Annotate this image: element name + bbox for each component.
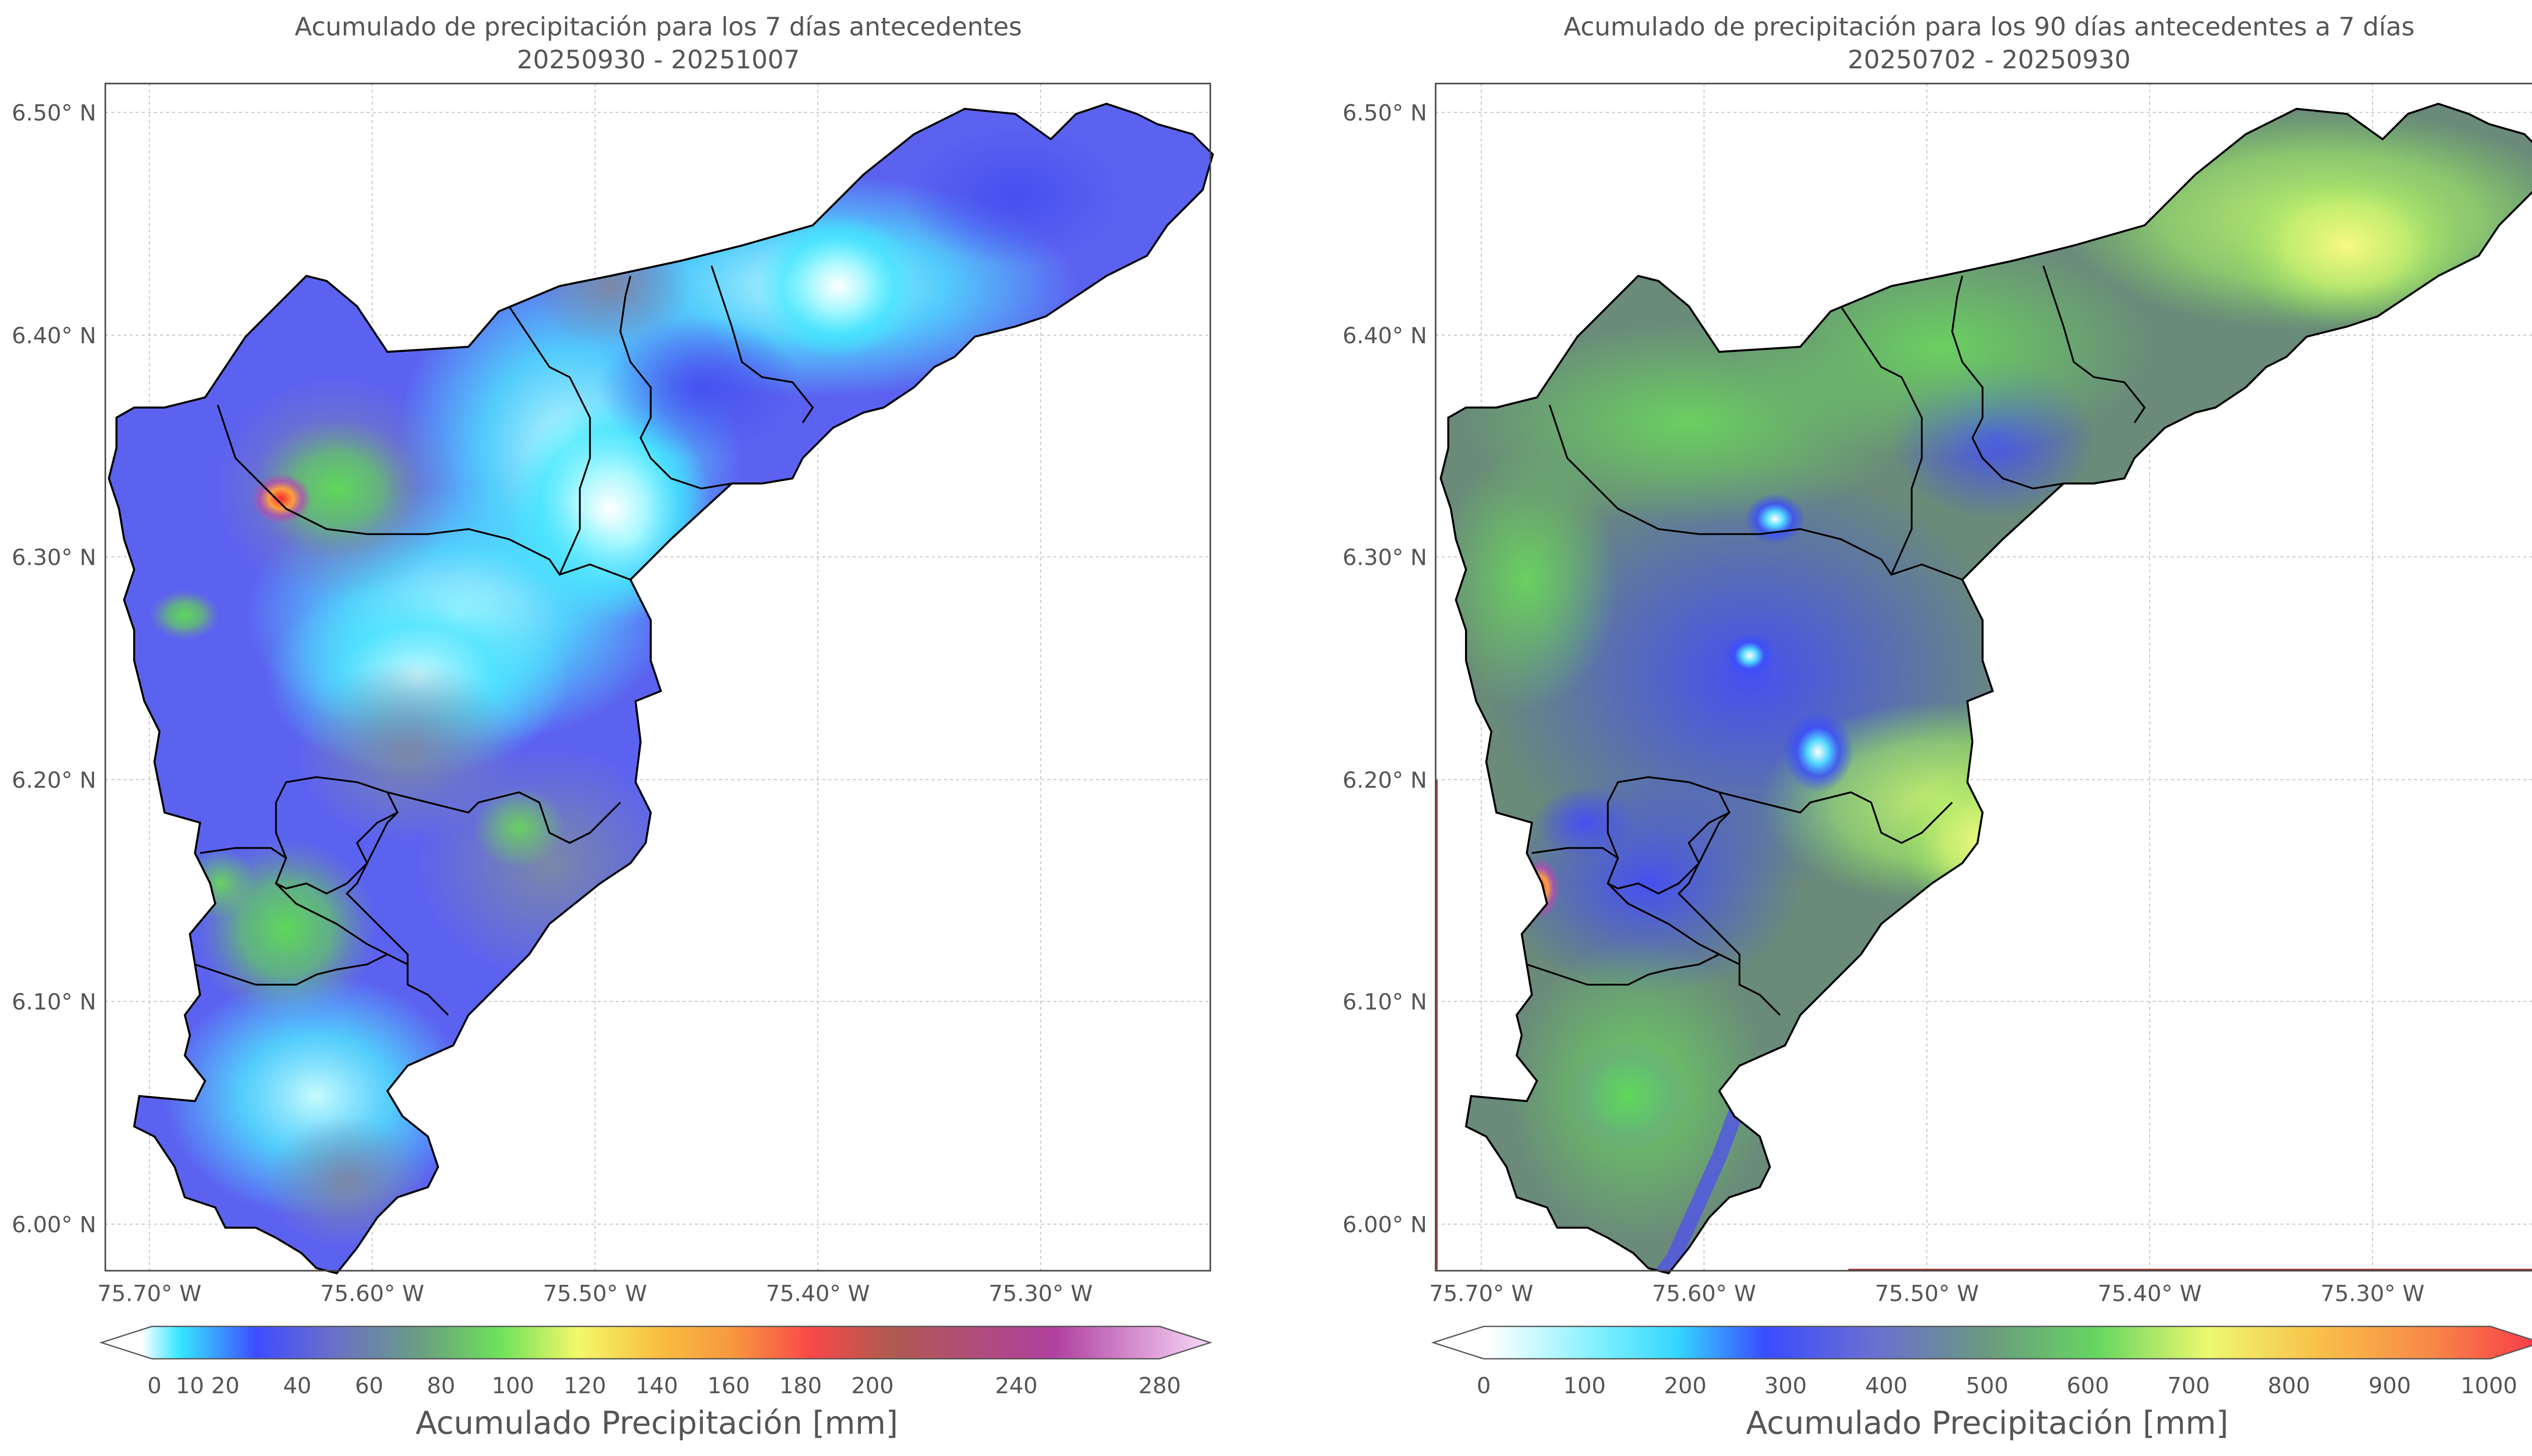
- panel1-cbar-tick: 180: [779, 1373, 822, 1399]
- panel2-ytick: 6.30° N: [1342, 545, 1427, 571]
- panel2-cbar-label: Acumulado Precipitación [mm]: [1746, 1404, 2229, 1441]
- panel1-y-axis: 6.50° N 6.40° N 6.30° N 6.20° N 6.10° N …: [12, 100, 96, 1238]
- panel1-ytick: 6.00° N: [12, 1212, 96, 1238]
- panel1-cbar-tick: 100: [492, 1373, 534, 1399]
- panel2-colorbar: 0 100 200 300 400 500 600 700 800 900 10…: [1431, 1325, 2532, 1441]
- panel1-frame: [104, 83, 1211, 1272]
- panel2-cbar-tick: 900: [2368, 1373, 2411, 1399]
- panel2-cbar-tick: 300: [1764, 1373, 1807, 1399]
- panel1-cbar-tick: 60: [355, 1373, 383, 1399]
- panel1-xtick: 75.40° W: [766, 1281, 869, 1307]
- panel2-precip-field: [1440, 103, 2532, 1274]
- panel1-cbar-tick: 160: [707, 1373, 750, 1399]
- panel2-cbar-tick: 0: [1477, 1373, 1491, 1399]
- panel2-ytick: 6.00° N: [1342, 1212, 1427, 1238]
- panel1-cbar-tick: 0: [147, 1373, 162, 1399]
- panel-90-day: Acumulado de precipitación para los 90 d…: [1342, 12, 2532, 1441]
- panel2-xtick: 75.40° W: [2098, 1281, 2201, 1307]
- panel2-x-axis: 75.70° W 75.60° W 75.50° W 75.40° W 75.3…: [1429, 1281, 2424, 1307]
- panel1-ytick: 6.30° N: [12, 545, 96, 571]
- panel1-precip-field: [108, 103, 1214, 1274]
- panel2-xtick: 75.60° W: [1652, 1281, 1756, 1307]
- panel1-ytick: 6.20° N: [12, 767, 96, 793]
- panel1-x-axis: 75.70° W 75.60° W 75.50° W 75.40° W 75.3…: [97, 1281, 1092, 1307]
- panel2-xtick: 75.70° W: [1429, 1281, 1533, 1307]
- panel1-xtick: 75.60° W: [320, 1281, 424, 1307]
- panel2-title-line2: 20250702 - 20250930: [1848, 45, 2131, 74]
- panel1-cbar-label: Acumulado Precipitación [mm]: [416, 1404, 898, 1441]
- panel2-ytick: 6.10° N: [1342, 989, 1427, 1015]
- panel1-cbar-tick: 240: [995, 1373, 1038, 1399]
- panel2-ytick: 6.50° N: [1342, 100, 1427, 126]
- panel1-ytick: 6.50° N: [12, 100, 96, 126]
- panel2-ytick: 6.20° N: [1342, 767, 1427, 793]
- panel2-cbar-tick: 500: [1966, 1373, 2008, 1399]
- panel1-ytick: 6.10° N: [12, 989, 96, 1015]
- panel1-colorbar: 0 10 20 40 60 80 100 120 140 160 180 200…: [99, 1325, 1213, 1441]
- panel2-cbar-tick: 600: [2067, 1373, 2109, 1399]
- panel1-cbar-tick: 140: [636, 1373, 678, 1399]
- panel2-title-line1: Acumulado de precipitación para los 90 d…: [1564, 12, 2415, 42]
- panel2-cbar-tick: 100: [1563, 1373, 1606, 1399]
- panel1-ytick: 6.40° N: [12, 323, 96, 349]
- panel1-cbar-tick: 200: [851, 1373, 894, 1399]
- panel1-title-line1: Acumulado de precipitación para los 7 dí…: [295, 12, 1022, 42]
- panel2-xtick: 75.30° W: [2320, 1281, 2424, 1307]
- panel1-cbar-tick: 40: [283, 1373, 311, 1399]
- panel2-cbar-tick: 200: [1664, 1373, 1707, 1399]
- panel1-cbar-tick: 80: [427, 1373, 455, 1399]
- panel1-cbar-tick: 10: [176, 1373, 204, 1399]
- panel2-y-axis: 6.50° N 6.40° N 6.30° N 6.20° N 6.10° N …: [1342, 100, 1427, 1238]
- panel-7-day: Acumulado de precipitación para los 7 dí…: [12, 12, 1214, 1441]
- panel2-cbar-tick: 700: [2167, 1373, 2210, 1399]
- panel1-cbar-tick: 120: [564, 1373, 606, 1399]
- panel1-xtick: 75.50° W: [543, 1281, 647, 1307]
- panel2-xtick: 75.50° W: [1875, 1281, 1979, 1307]
- panel2-cbar-tick: 1000: [2461, 1373, 2517, 1399]
- panel1-cbar-tick: 280: [1138, 1373, 1181, 1399]
- panel2-cbar-tick: 400: [1865, 1373, 1908, 1399]
- panel2-ytick: 6.40° N: [1342, 323, 1427, 349]
- panel1-title-line2: 20250930 - 20251007: [517, 45, 800, 74]
- panel1-xtick: 75.70° W: [97, 1281, 201, 1307]
- panel1-cbar-tick: 20: [211, 1373, 240, 1399]
- panel2-frame: [1435, 83, 2532, 1272]
- panel1-xtick: 75.30° W: [988, 1281, 1092, 1307]
- panel2-cbar-tick: 800: [2268, 1373, 2310, 1399]
